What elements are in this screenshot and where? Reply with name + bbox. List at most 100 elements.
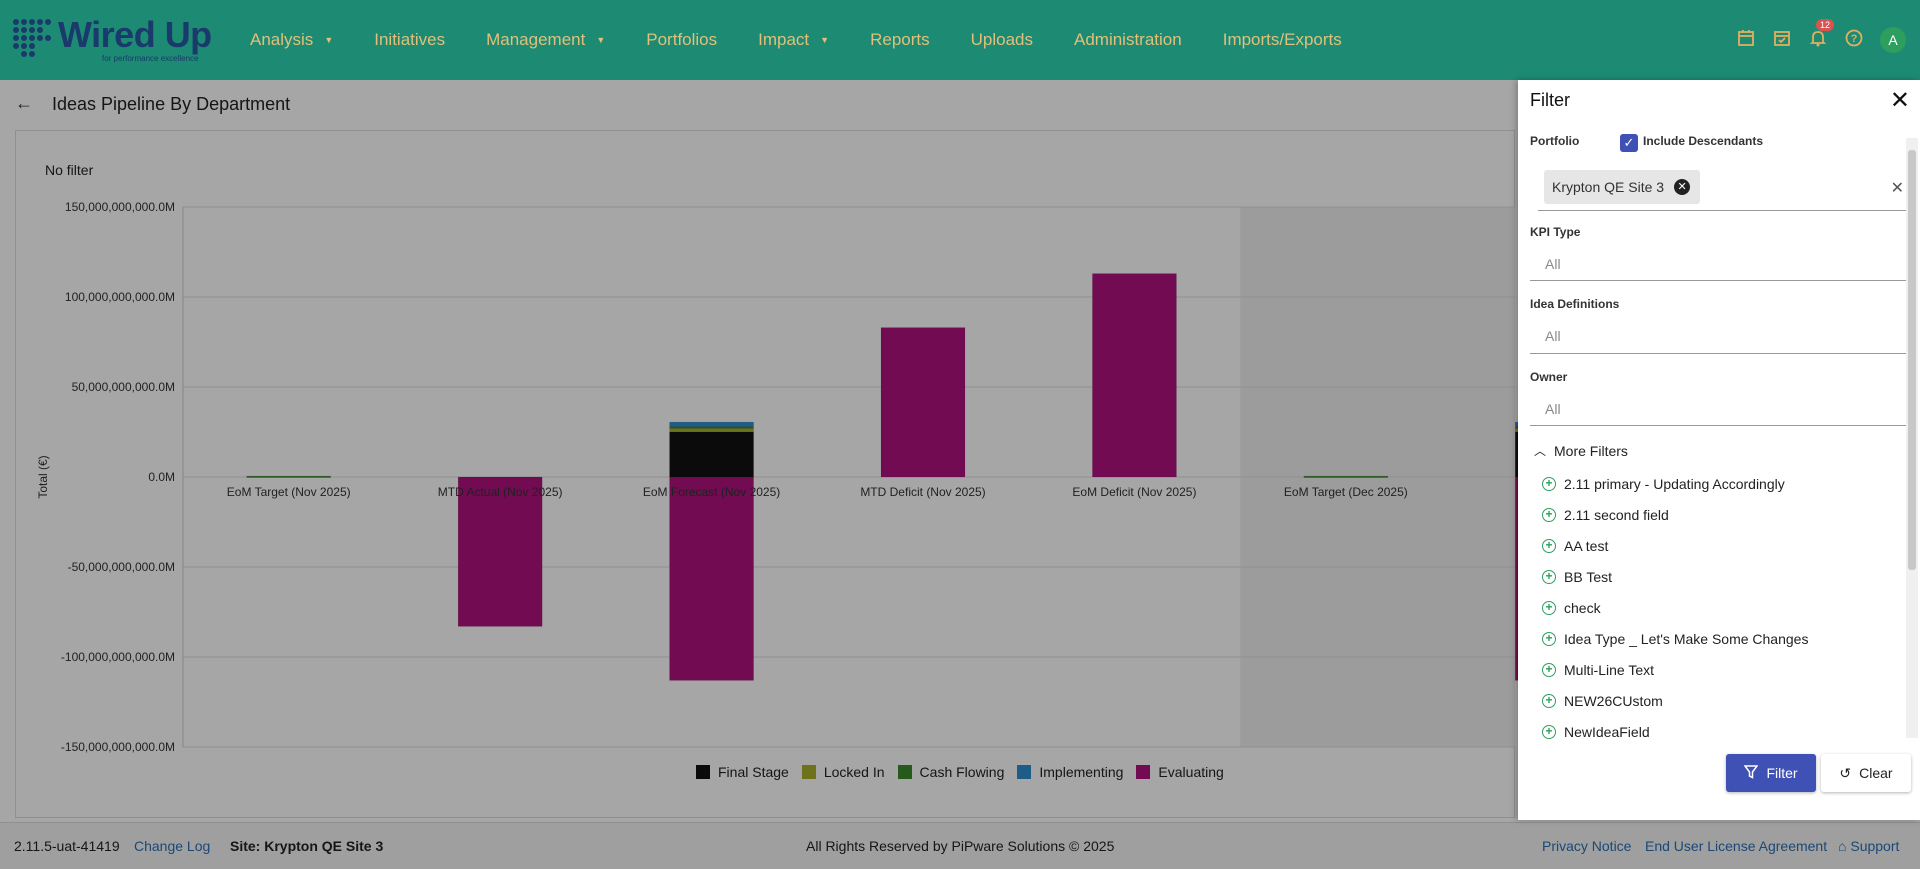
legend-label: Evaluating <box>1158 764 1224 780</box>
clear-selection-icon[interactable]: ✕ <box>1890 180 1904 197</box>
y-tick-label: -150,000,000,000.0M <box>61 740 175 754</box>
owner-select[interactable]: All <box>1545 401 1561 417</box>
undo-icon: ↺ <box>1839 764 1852 781</box>
legend-swatch <box>1017 765 1032 779</box>
help-icon[interactable]: ? <box>1836 29 1872 52</box>
add-circle-icon: + <box>1542 631 1556 646</box>
legend-locked-in[interactable]: Locked In <box>801 764 885 780</box>
filter-item-label: 2.11 second field <box>1564 506 1669 523</box>
more-filter-item[interactable]: + AA test <box>1542 530 1808 561</box>
chart-legend: Final Stage Locked In Cash Flowing Imple… <box>696 764 1237 780</box>
nav-management[interactable]: Management ▼ <box>486 30 605 50</box>
more-filter-item[interactable]: +2.11 primary - Updating Accordingly <box>1542 468 1808 499</box>
clear-button-label: Clear <box>1859 765 1893 781</box>
more-filter-item[interactable]: +2.11 second field <box>1542 499 1808 530</box>
nav-administration[interactable]: Administration <box>1074 30 1182 50</box>
y-tick-label: 100,000,000,000.0M <box>65 290 175 304</box>
add-circle-icon: + <box>1542 538 1556 553</box>
filter-item-label: NEW26CUstom <box>1564 692 1663 709</box>
nav-label: Reports <box>870 30 930 49</box>
calendar-check-icon[interactable] <box>1764 29 1800 52</box>
support-icon: ⌂ <box>1838 838 1847 854</box>
filter-item-label: Multi-Line Text <box>1564 661 1655 678</box>
add-circle-icon: + <box>1542 662 1556 677</box>
nav-label: Portfolios <box>646 30 718 49</box>
privacy-link[interactable]: Privacy Notice <box>1542 838 1632 854</box>
legend-label: Locked In <box>823 764 885 780</box>
caret-down-icon: ▼ <box>596 35 606 45</box>
check-icon: ✓ <box>1623 135 1635 150</box>
legend-cash-flowing[interactable]: Cash Flowing <box>897 764 1004 780</box>
include-descendants-checkbox[interactable]: ✓ <box>1620 134 1638 152</box>
chip-remove-icon[interactable]: ✕ <box>1674 179 1691 195</box>
support-link[interactable]: ⌂ Support <box>1838 838 1899 854</box>
legend-evaluating[interactable]: Evaluating <box>1136 764 1224 780</box>
add-circle-icon: + <box>1542 569 1556 584</box>
caret-down-icon: ▼ <box>820 35 830 45</box>
nav-label: Management <box>486 30 586 49</box>
filter-item-label: AA test <box>1564 537 1609 554</box>
filter-panel-title: Filter <box>1530 90 1570 110</box>
nav-portfolios[interactable]: Portfolios <box>646 30 717 50</box>
svg-text:?: ? <box>1851 33 1858 45</box>
idea-definitions-label: Idea Definitions <box>1530 297 1620 311</box>
more-filter-item[interactable]: + Multi-Line Text <box>1542 654 1808 685</box>
more-filter-item[interactable]: + BB Test <box>1542 561 1808 592</box>
eula-link[interactable]: End User License Agreement <box>1645 838 1828 854</box>
nav-label: Initiatives <box>374 30 446 49</box>
nav-analysis[interactable]: Analysis ▼ <box>250 30 333 50</box>
wiredup-logo[interactable]: Wired Up for performance excellence <box>10 14 220 66</box>
change-log-link[interactable]: Change Log <box>134 838 211 854</box>
clear-filter-button[interactable]: ↺ Clear <box>1821 754 1911 792</box>
logo-dots-icon <box>13 19 51 57</box>
nav-reports[interactable]: Reports <box>870 30 930 50</box>
x-tick-label: EoM Target (Dec 2025) <box>1284 485 1408 499</box>
portfolio-chip: Krypton QE Site 3 ✕ <box>1544 170 1701 204</box>
bar-segment <box>1303 475 1389 478</box>
kpi-type-select[interactable]: All <box>1545 256 1561 272</box>
add-circle-icon: + <box>1542 507 1556 522</box>
notification-badge: 12 <box>1816 18 1835 31</box>
filter-funnel-icon <box>1743 764 1759 782</box>
apply-filter-button[interactable]: Filter <box>1726 754 1816 792</box>
chip-label: Krypton QE Site 3 <box>1552 179 1665 195</box>
y-tick-label: -50,000,000,000.0M <box>68 560 175 574</box>
owner-label: Owner <box>1530 370 1568 384</box>
bar-segment <box>669 431 754 478</box>
calendar-icon[interactable] <box>1728 29 1764 52</box>
filter-item-label: NewIdeaField <box>1564 723 1650 740</box>
support-label: Support <box>1850 838 1900 854</box>
panel-scrollbar[interactable] <box>1906 138 1918 738</box>
x-tick-label: EoM Deficit (Nov 2025) <box>1072 485 1196 499</box>
caret-down-icon: ▼ <box>324 35 334 45</box>
legend-implementing[interactable]: Implementing <box>1017 764 1123 780</box>
close-icon[interactable]: ✕ <box>1889 87 1910 114</box>
nav-imports-exports[interactable]: Imports/Exports <box>1223 30 1342 50</box>
site-name: Site: Krypton QE Site 3 <box>230 838 384 854</box>
add-circle-icon: + <box>1542 600 1556 615</box>
add-circle-icon: + <box>1542 693 1556 708</box>
filter-panel: Filter ✕ Portfolio ✓ Include Descendants… <box>1518 80 1920 820</box>
more-filter-item[interactable]: + check <box>1542 592 1808 623</box>
bell-icon[interactable]: 12 <box>1800 18 1836 52</box>
nav-impact[interactable]: Impact ▼ <box>758 30 829 50</box>
bar-segment <box>246 475 331 478</box>
header-actions: 12 ? A <box>1728 0 1920 80</box>
legend-final-stage[interactable]: Final Stage <box>696 764 789 780</box>
idea-definitions-select[interactable]: All <box>1545 328 1561 344</box>
legend-swatch <box>1136 765 1151 779</box>
nav-initiatives[interactable]: Initiatives <box>374 30 445 50</box>
back-arrow-icon[interactable]: ← <box>15 93 33 113</box>
page-title: Ideas Pipeline By Department <box>52 94 291 114</box>
more-filter-item[interactable]: + NewIdeaField <box>1542 716 1808 747</box>
more-filter-item[interactable]: + Idea Type _ Let's Make Some Changes <box>1542 623 1808 654</box>
add-circle-icon: + <box>1542 724 1556 739</box>
more-filters-toggle[interactable]: ︿ More Filters <box>1534 442 1628 459</box>
scrollbar-thumb[interactable] <box>1908 150 1916 570</box>
x-tick-label: EoM Forecast (Nov 2025) <box>643 485 780 499</box>
nav-uploads[interactable]: Uploads <box>971 30 1033 50</box>
user-avatar[interactable]: A <box>1880 27 1906 53</box>
more-filter-item[interactable]: + NEW26CUstom <box>1542 685 1808 716</box>
add-circle-icon: + <box>1542 476 1556 491</box>
